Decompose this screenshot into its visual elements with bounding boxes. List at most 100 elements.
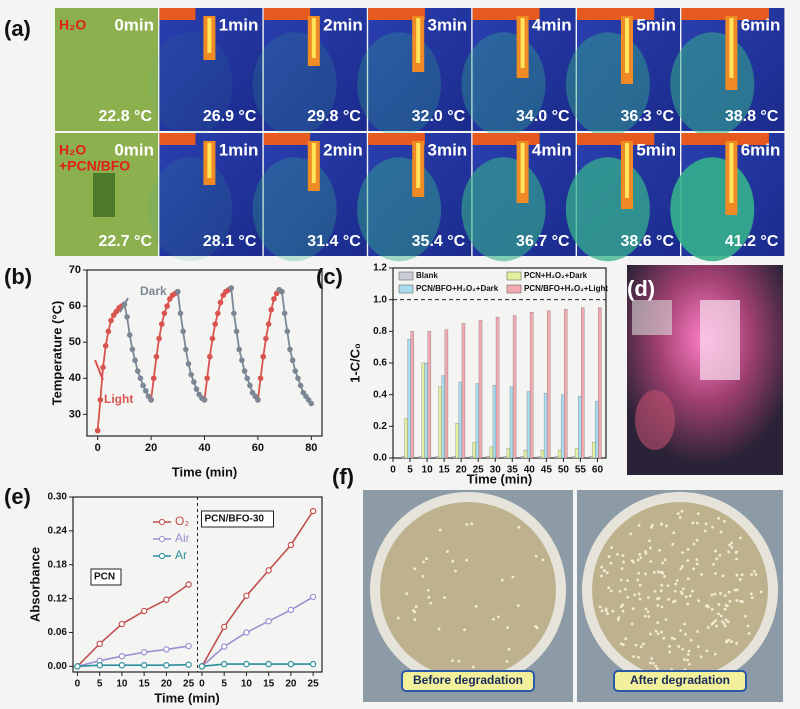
plume-core bbox=[520, 143, 525, 193]
legend-label: Blank bbox=[416, 271, 438, 280]
plume-core bbox=[416, 18, 421, 63]
x-tick-label: 20 bbox=[285, 679, 297, 690]
colony bbox=[738, 578, 742, 581]
colony bbox=[659, 570, 663, 574]
y-tick-label: 0.24 bbox=[48, 526, 68, 537]
colony bbox=[695, 558, 699, 562]
point bbox=[287, 606, 295, 614]
x-tick-label: 15 bbox=[263, 679, 275, 690]
colony bbox=[723, 607, 727, 611]
colony bbox=[437, 627, 441, 631]
bar bbox=[492, 385, 497, 459]
colony bbox=[713, 592, 717, 596]
time-label: 2min bbox=[323, 140, 363, 159]
colony bbox=[723, 594, 727, 597]
colony bbox=[684, 632, 687, 636]
temp-label: 38.6 °C bbox=[620, 233, 674, 250]
bar bbox=[401, 456, 405, 459]
colony bbox=[413, 567, 417, 571]
colony bbox=[656, 604, 660, 607]
bar bbox=[512, 315, 517, 459]
colony bbox=[637, 571, 641, 575]
colony bbox=[719, 530, 723, 534]
plume-core bbox=[625, 143, 629, 198]
colony bbox=[714, 549, 717, 553]
point bbox=[271, 296, 277, 302]
point bbox=[174, 288, 181, 295]
y-tick-label: 0.30 bbox=[48, 492, 68, 503]
x-tick-label: 80 bbox=[305, 442, 317, 454]
colony bbox=[712, 563, 715, 566]
time-label: 2min bbox=[323, 15, 363, 34]
colony bbox=[664, 618, 668, 621]
x-tick-label: 60 bbox=[592, 465, 604, 476]
plume-core bbox=[729, 143, 734, 203]
colony bbox=[686, 658, 689, 662]
bar bbox=[452, 456, 456, 459]
y-tick-label: 0.2 bbox=[373, 421, 387, 432]
colony bbox=[633, 593, 637, 597]
bar bbox=[591, 442, 596, 459]
colony bbox=[639, 645, 643, 649]
bar bbox=[523, 449, 528, 459]
legend-label: Ar bbox=[175, 548, 187, 562]
colony bbox=[638, 552, 642, 556]
bar bbox=[444, 329, 449, 459]
colony bbox=[704, 522, 708, 526]
colony bbox=[739, 536, 742, 540]
label-box bbox=[401, 670, 535, 692]
point bbox=[309, 507, 317, 515]
point bbox=[287, 346, 293, 353]
y-tick-label: 0.12 bbox=[48, 593, 68, 604]
point bbox=[284, 328, 291, 335]
colony bbox=[650, 523, 654, 527]
annotation-arrow bbox=[94, 359, 104, 381]
point bbox=[177, 310, 184, 317]
point bbox=[140, 649, 148, 656]
colony bbox=[463, 628, 466, 632]
colony bbox=[730, 541, 733, 545]
temp-label: 36.7 °C bbox=[516, 233, 570, 250]
y-tick-label: 0.6 bbox=[373, 358, 387, 369]
colony bbox=[396, 616, 400, 620]
colony bbox=[679, 567, 683, 571]
colony bbox=[650, 657, 654, 660]
colony bbox=[610, 546, 613, 549]
y-tick-label: 0.0 bbox=[373, 453, 387, 464]
point bbox=[263, 335, 269, 342]
colony bbox=[719, 614, 723, 618]
point bbox=[231, 310, 237, 317]
point bbox=[163, 646, 170, 653]
colony bbox=[637, 523, 641, 527]
colony bbox=[740, 573, 744, 577]
time-label: 4min bbox=[532, 15, 572, 34]
colony bbox=[607, 586, 611, 590]
point bbox=[100, 364, 106, 371]
colony bbox=[705, 603, 709, 607]
hot-band bbox=[681, 133, 769, 145]
bar bbox=[577, 396, 582, 459]
colony bbox=[438, 528, 442, 532]
point bbox=[129, 346, 136, 353]
beaker bbox=[635, 390, 675, 450]
time-label: 3min bbox=[428, 15, 468, 34]
colony bbox=[541, 558, 545, 562]
colony bbox=[725, 639, 729, 643]
colony bbox=[647, 596, 650, 599]
colony bbox=[652, 571, 656, 574]
x-tick-label: 15 bbox=[139, 679, 151, 690]
panel-title: PCN bbox=[94, 572, 115, 583]
panel-label: (a) bbox=[4, 16, 31, 41]
colony bbox=[735, 550, 738, 554]
colony bbox=[733, 588, 737, 592]
point bbox=[158, 321, 165, 327]
time-label: 6min bbox=[741, 15, 781, 34]
legend-swatch bbox=[398, 271, 414, 281]
legend-label: Air bbox=[175, 531, 190, 545]
thermal-image bbox=[55, 8, 158, 131]
x-tick-label: 20 bbox=[456, 465, 468, 476]
hot-band bbox=[472, 133, 540, 145]
colony bbox=[451, 559, 455, 563]
plume-core bbox=[207, 18, 212, 53]
y-tick-label: 1.2 bbox=[373, 263, 387, 274]
